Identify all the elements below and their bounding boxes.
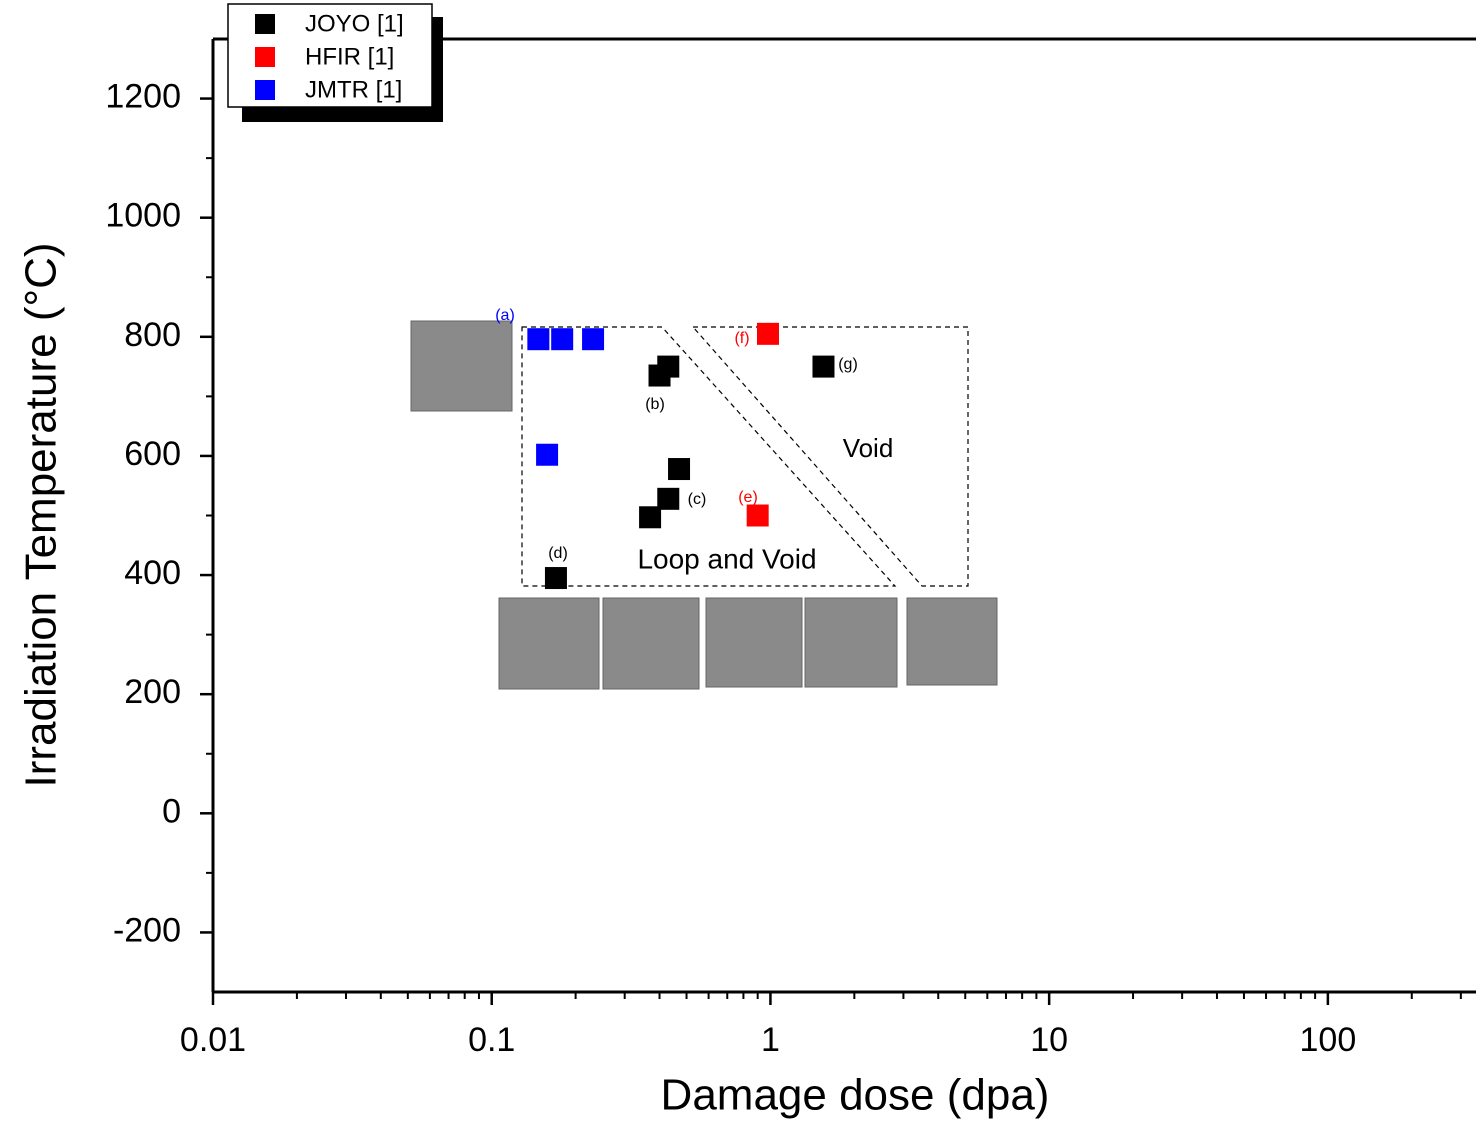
marker — [527, 328, 550, 351]
x-tick-label: 0.01 — [180, 1021, 246, 1059]
y-tick-label: 600 — [124, 435, 181, 473]
inset-image — [602, 597, 700, 690]
annotation: (f) — [734, 330, 749, 347]
annotation: (b) — [645, 396, 665, 413]
legend-marker — [255, 47, 275, 67]
y-tick-label: 1200 — [105, 78, 181, 116]
annotation: (c) — [688, 491, 707, 508]
loop-void-region — [521, 326, 897, 587]
annotation: (a) — [495, 307, 515, 324]
y-tick-label: 1000 — [105, 197, 181, 235]
inset-image — [804, 597, 898, 688]
annotation: (d) — [548, 545, 568, 562]
x-axis-label: Damage dose (dpa) — [661, 1071, 1050, 1120]
annotation: Void — [843, 433, 894, 463]
inset-image — [705, 597, 803, 688]
marker — [668, 458, 691, 481]
y-tick-label: 0 — [162, 792, 181, 830]
marker — [639, 506, 662, 529]
legend-label: JMTR [1] — [305, 76, 402, 103]
marker — [657, 487, 680, 510]
x-tick-label: 10 — [1030, 1021, 1068, 1059]
marker — [536, 443, 559, 466]
annotation: (g) — [838, 356, 858, 373]
y-tick-label: 200 — [124, 673, 181, 711]
inset-image — [498, 597, 600, 690]
legend-marker — [255, 14, 275, 34]
legend-label: JOYO [1] — [305, 10, 404, 37]
annotation: Loop and Void — [637, 543, 816, 574]
marker — [812, 355, 835, 378]
marker — [544, 567, 567, 590]
y-tick-label: 800 — [124, 316, 181, 354]
marker — [756, 322, 779, 345]
legend: JOYO [1] HFIR [1] JMTR [1] — [227, 3, 443, 122]
annotation: (e) — [738, 489, 758, 506]
marker — [746, 504, 769, 527]
void-region — [691, 326, 969, 587]
marker — [551, 328, 574, 351]
y-axis-label: Irradiation Temperature (°C) — [17, 243, 66, 788]
legend-marker — [255, 80, 275, 100]
regions — [521, 326, 969, 587]
micrographs — [410, 320, 998, 690]
x-tick-label: 1 — [761, 1021, 780, 1059]
marker — [582, 328, 605, 351]
marker — [657, 355, 680, 378]
y-tick-label: 400 — [124, 554, 181, 592]
inset-image — [906, 597, 998, 686]
x-tick-label: 0.1 — [468, 1021, 515, 1059]
x-tick-label: 100 — [1300, 1021, 1357, 1059]
y-tick-label: -200 — [113, 911, 181, 949]
legend-label: HFIR [1] — [305, 43, 394, 70]
inset-image — [410, 320, 513, 412]
